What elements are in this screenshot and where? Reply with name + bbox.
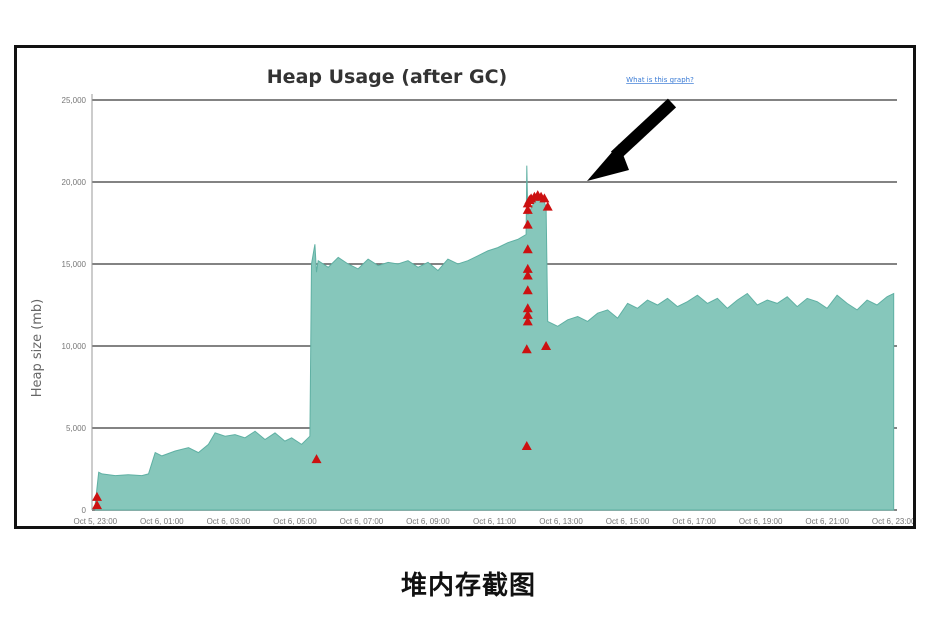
x-tick-label: Oct 6, 23:00 — [872, 517, 913, 526]
y-tick-label: 0 — [82, 506, 87, 515]
gc-marker-triangle — [91, 500, 102, 510]
heap-usage-chart: 0 5,000 10,000 15,000 20,000 25,000 Oct 5, 23:… — [30, 66, 913, 526]
y-tick-label: 20,000 — [62, 178, 87, 187]
series-area — [94, 165, 895, 511]
x-tick-label: Oct 5, 23:00 — [74, 517, 118, 526]
gc-marker-triangle — [539, 193, 550, 203]
x-tick-label: Oct 6, 03:00 — [207, 517, 251, 526]
x-tick-label: Oct 6, 11:00 — [473, 517, 517, 526]
x-tick-label: Oct 6, 09:00 — [406, 517, 450, 526]
gc-marker-triangle — [522, 303, 533, 313]
x-tick-label: Oct 6, 05:00 — [273, 517, 317, 526]
gc-marker-triangle — [91, 491, 102, 501]
x-tick-label: Oct 6, 07:00 — [340, 517, 384, 526]
x-tick-label: Oct 6, 15:00 — [606, 517, 650, 526]
chart-frame: 0 5,000 10,000 15,000 20,000 25,000 Oct 5, 23:… — [14, 45, 916, 529]
gc-marker-triangle — [521, 344, 532, 354]
gc-marker-triangle — [311, 454, 322, 464]
gc-marker-triangle — [522, 219, 533, 229]
arrow-shaft — [610, 98, 677, 161]
gc-marker-triangle — [522, 263, 533, 273]
gc-marker-triangle — [522, 309, 533, 319]
gc-marker-triangle — [541, 341, 552, 350]
axes: 0 5,000 10,000 15,000 20,000 25,000 Oct 5, 23:… — [62, 94, 913, 526]
x-tick-label: Oct 6, 17:00 — [672, 517, 716, 526]
y-tick-label: 15,000 — [62, 260, 87, 269]
gc-marker-triangle — [521, 441, 532, 451]
x-tick-label: Oct 6, 21:00 — [805, 517, 849, 526]
gc-markers — [91, 190, 553, 510]
x-tick-label: Oct 6, 13:00 — [539, 517, 583, 526]
gc-marker-triangle — [522, 270, 533, 280]
gc-marker-triangle — [522, 244, 533, 254]
chart-title: Heap Usage (after GC) — [267, 66, 507, 88]
gc-marker-triangle — [522, 316, 533, 326]
gc-marker-triangle — [542, 201, 553, 211]
heap-area-series — [94, 165, 895, 511]
y-tick-label: 25,000 — [62, 96, 87, 105]
what-is-this-graph-link[interactable]: What is this graph? — [626, 76, 694, 84]
y-tick-label: 5,000 — [66, 424, 87, 433]
x-tick-label: Oct 6, 01:00 — [140, 517, 184, 526]
y-axis-label: Heap size (mb) — [30, 299, 45, 398]
gc-marker-triangle — [522, 285, 533, 295]
gc-marker-triangle — [522, 204, 533, 214]
arrow-head — [587, 144, 629, 181]
annotation-arrow — [587, 98, 677, 181]
y-tick-label: 10,000 — [62, 342, 87, 351]
x-tick-label: Oct 6, 19:00 — [739, 517, 783, 526]
caption: 堆内存截图 — [400, 571, 536, 601]
